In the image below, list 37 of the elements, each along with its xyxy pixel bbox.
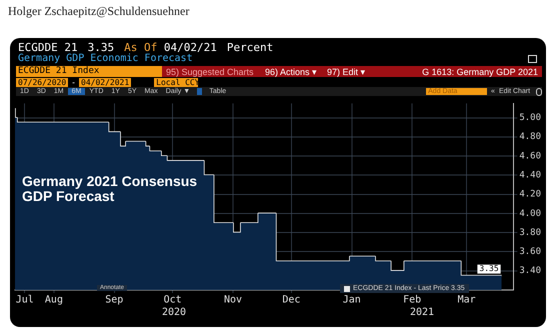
x-tick-label: Oct [164,294,182,306]
x-tick-label: Dec [282,294,300,306]
text: ECGDDE 21 [18,41,78,54]
text: 07/26/2020 [18,78,66,87]
y-tick-label: 4.40 [519,170,542,181]
text: 96) Actions ▾ [265,66,318,76]
x-tick-label: Sep [105,294,124,306]
text: 95) Suggested Charts [166,66,254,76]
y-tick-label: 4.60 [519,151,542,162]
text: 04/02/21 [164,41,217,54]
x-tick-label: Mar [458,294,476,306]
x-tick-label: Feb [403,294,422,306]
text: G 1613: Germany GDP 2021 [422,66,538,76]
text: Germany GDP Economic Forecast [18,53,193,64]
x-tick-label: Jan [342,294,361,306]
text: As Of [124,41,158,54]
y-tick-label: 3.80 [519,228,542,238]
y-tick-label: 4.00 [519,208,542,219]
text: Percent [226,41,274,54]
text: Holger Zschaepitz@Schuldensuehner [8,4,190,18]
y-tick-label: 4.80 [519,132,542,142]
text: 2021 [410,307,434,318]
text: - [71,78,76,87]
text: ECGDDE 21 Index [18,66,100,76]
text: 97) Edit ▾ [327,66,366,76]
text: 04/02/2021 [81,78,130,87]
text: 3.35 [88,41,114,54]
text: Germany 2021 Consensus GDP Forecast [22,173,198,204]
text: 2020 [162,307,186,318]
y-tick-label: 3.40 [519,266,542,276]
y-tick-label: 3.60 [519,247,542,258]
y-tick-label: 4.20 [519,190,542,200]
x-tick-label: Jul [16,294,34,306]
y-tick-label: 5.00 [519,113,542,124]
x-tick-label: Aug [44,294,63,306]
data-label: 3.35 [479,264,499,274]
x-tick-label: Nov [224,294,242,306]
